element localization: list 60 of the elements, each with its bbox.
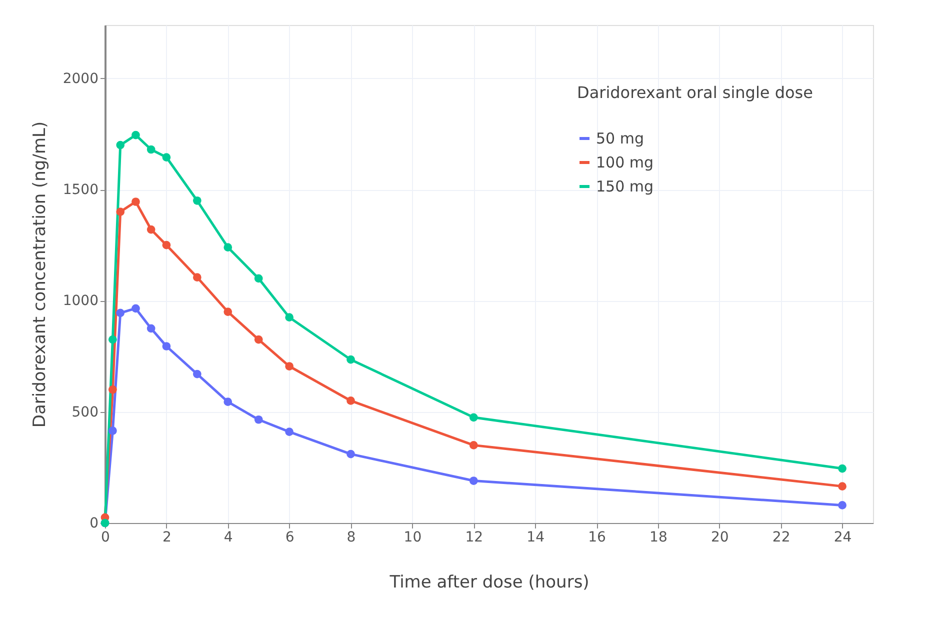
point — [108, 426, 117, 435]
y-axis-title: Daridorexant concentration (ng/mL) — [30, 121, 50, 428]
y-tick-label: 1000 — [62, 293, 98, 310]
point — [224, 398, 232, 406]
point — [285, 428, 294, 436]
legend-label: 150 mg — [596, 178, 654, 196]
point — [108, 335, 117, 344]
point — [346, 355, 355, 364]
x-tick-label: 18 — [650, 530, 668, 546]
point — [192, 196, 202, 205]
point — [192, 370, 202, 378]
x-tick-label: 14 — [526, 530, 545, 546]
point — [116, 308, 125, 318]
x-tick-label: 22 — [772, 530, 790, 546]
legend-title: Daridorexant oral single dose — [577, 83, 813, 102]
x-tick-label: 12 — [465, 530, 484, 546]
point — [146, 145, 156, 154]
legend-label: 50 mg — [596, 130, 644, 148]
point — [254, 415, 263, 424]
point — [469, 441, 478, 450]
point — [132, 130, 140, 140]
x-tick-label: 16 — [588, 530, 606, 546]
y-tick-label: 2000 — [62, 70, 98, 87]
x-tick-label: 8 — [346, 530, 356, 546]
x-tick-label: 2 — [162, 530, 172, 546]
point — [224, 308, 232, 316]
legend-label: 100 mg — [596, 154, 654, 172]
point — [116, 140, 125, 150]
point — [838, 501, 846, 510]
x-tick-label: 6 — [285, 530, 294, 546]
y-tick-label: 1500 — [62, 182, 98, 198]
point — [132, 304, 140, 313]
x-tick-label: 10 — [404, 530, 422, 546]
x-tick-label: 24 — [834, 530, 852, 546]
point — [254, 335, 263, 344]
point — [254, 274, 263, 283]
point — [346, 396, 355, 405]
point — [285, 362, 294, 370]
point — [146, 324, 156, 333]
point — [162, 342, 171, 350]
x-tick-label: 0 — [101, 530, 110, 546]
point — [162, 153, 171, 162]
point — [116, 208, 125, 216]
point — [346, 450, 355, 458]
x-tick-label: 20 — [710, 530, 729, 546]
y-tick-label: 0 — [90, 516, 98, 532]
point — [838, 482, 846, 490]
point — [162, 240, 171, 250]
point — [838, 464, 846, 473]
point — [285, 313, 294, 322]
point — [224, 243, 232, 252]
x-axis-title: Time after dose (hours) — [388, 572, 590, 592]
point — [469, 413, 478, 422]
point — [108, 385, 117, 394]
point — [132, 198, 140, 206]
point — [146, 225, 156, 234]
point — [192, 273, 202, 282]
y-tick-label: 500 — [72, 404, 98, 420]
point — [469, 476, 478, 485]
x-tick-label: 4 — [224, 530, 233, 546]
